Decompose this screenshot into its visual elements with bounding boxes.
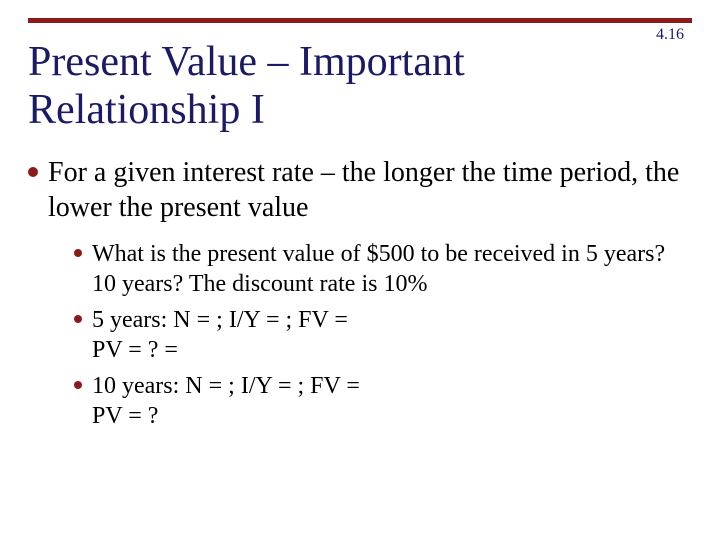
sub-bullet-group: What is the present value of $500 to be … xyxy=(74,239,692,431)
disc-bullet-icon xyxy=(74,315,82,323)
bullet-level2: What is the present value of $500 to be … xyxy=(74,239,692,299)
disc-bullet-icon xyxy=(74,381,82,389)
disc-bullet-icon xyxy=(28,167,38,177)
bullet-level1: For a given interest rate – the longer t… xyxy=(28,155,692,225)
slide-number: 4.16 xyxy=(656,26,684,44)
bullet-level1-text: For a given interest rate – the longer t… xyxy=(48,155,692,225)
top-accent-bar xyxy=(28,18,692,23)
bullet-level2-text: 5 years: N = ; I/Y = ; FV = PV = ? = xyxy=(92,305,348,365)
bullet-level2: 5 years: N = ; I/Y = ; FV = PV = ? = xyxy=(74,305,692,365)
disc-bullet-icon xyxy=(74,249,82,257)
slide-body: For a given interest rate – the longer t… xyxy=(28,155,692,437)
bullet-level2-text: 10 years: N = ; I/Y = ; FV = PV = ? xyxy=(92,371,360,431)
bullet-level2: 10 years: N = ; I/Y = ; FV = PV = ? xyxy=(74,371,692,431)
slide-title: Present Value – Important Relationship I xyxy=(28,38,548,135)
bullet-level2-text: What is the present value of $500 to be … xyxy=(92,239,692,299)
